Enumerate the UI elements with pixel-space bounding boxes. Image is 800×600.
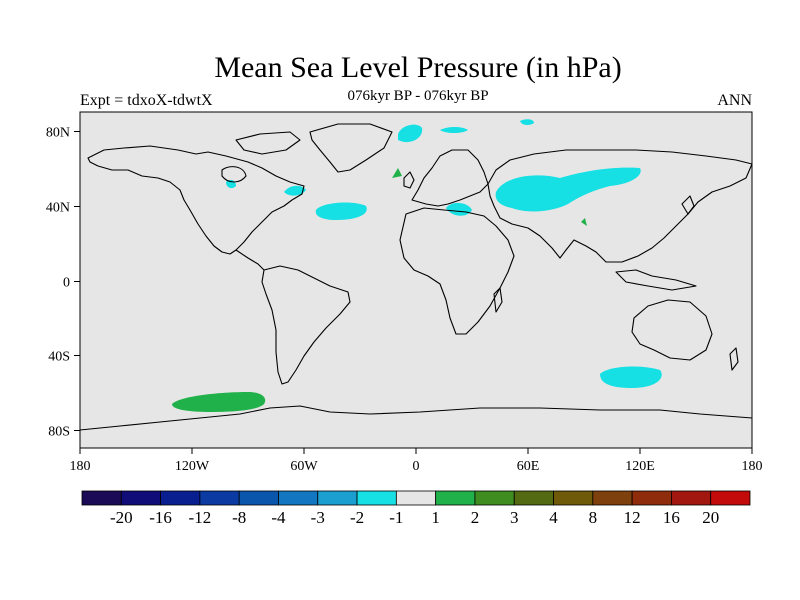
colorbar-label: 8: [589, 508, 598, 527]
colorbar-swatch: [160, 490, 201, 506]
colorbar-swatch: [238, 490, 279, 506]
colorbar-swatch: [317, 490, 358, 506]
colorbar-label: 12: [624, 508, 641, 527]
coast-japan: [681, 195, 695, 215]
colorbar-label: -3: [311, 508, 325, 527]
colorbar-swatch: [592, 490, 633, 506]
coast-canadian-arctic: [235, 131, 301, 155]
lat-tick-label: 80N: [46, 126, 70, 141]
lon-tick-label: 180: [742, 459, 763, 474]
colorbar-swatch: [278, 490, 319, 506]
coast-uk: [403, 171, 415, 189]
map-ocean-background: [80, 112, 752, 448]
coast-madagascar: [493, 287, 503, 313]
colorbar-label: -12: [189, 508, 212, 527]
coast-asia: [487, 149, 753, 263]
anomaly-patch-arctic-east: [520, 119, 534, 126]
coast-greenland: [309, 123, 393, 173]
anomaly-patch-north-atlantic: [315, 202, 367, 220]
anomaly-patch-central-asia: [495, 167, 641, 212]
lat-tick-label: 40N: [46, 201, 70, 216]
lon-tick-label: 180: [70, 459, 91, 474]
anomaly-patch-arctic: [398, 124, 423, 143]
coast-hudson-bay: [221, 166, 247, 183]
colorbar-label: 4: [549, 508, 558, 527]
anomaly-patch-iceland: [392, 168, 402, 178]
colorbar-label: -4: [271, 508, 286, 527]
anomaly-patch-arctic-small: [440, 127, 468, 133]
colorbar-label: 2: [471, 508, 480, 527]
lon-tick-label: 0: [413, 459, 420, 474]
coast-africa: [399, 207, 515, 335]
lon-tick-label: 120E: [625, 459, 655, 474]
lat-tick-label: 40S: [48, 350, 70, 365]
lon-tick-label: 60W: [290, 459, 318, 474]
map-title: Mean Sea Level Pressure (in hPa): [214, 51, 622, 84]
anomaly-patches: [172, 119, 662, 412]
colorbar-label: 1: [431, 508, 440, 527]
colorbar-label: -2: [350, 508, 364, 527]
coast-europe: [411, 149, 489, 207]
coast-indonesia: [615, 269, 697, 291]
coast-australia: [631, 299, 713, 361]
colorbar-swatch: [120, 490, 161, 506]
colorbar-label: -1: [389, 508, 403, 527]
colorbar-label: 20: [702, 508, 719, 527]
colorbar-swatch: [553, 490, 594, 506]
coast-south-america: [261, 265, 351, 385]
colorbar-label: -16: [149, 508, 172, 527]
map-axis-ticks: 180 120W 60W 0 60E 120E 180 80N 40N 0 40S 80S: [46, 126, 763, 475]
lon-tick-label: 60E: [517, 459, 540, 474]
anomaly-patch-tibet: [581, 218, 587, 226]
anomaly-patch-newfoundland: [284, 185, 306, 196]
lon-tick-label: 120W: [175, 459, 210, 474]
coast-antarctica: [79, 405, 753, 431]
anomaly-patch-mediterranean: [446, 202, 472, 216]
colorbar-swatch: [81, 490, 122, 506]
colorbar-swatch: [395, 490, 437, 506]
coast-central-america: [235, 249, 265, 271]
map-subtitle: 076kyr BP - 076kyr BP: [347, 88, 489, 104]
experiment-label: Expt = tdxoX-tdwtX: [80, 92, 213, 109]
colorbar-swatch: [435, 490, 476, 506]
colorbar: -20 -16 -12 -8 -4 -3 -2 -1 1 2 3 4 8 12 16 20: [81, 490, 751, 527]
colorbar-swatch: [631, 490, 672, 506]
coast-new-zealand: [729, 347, 739, 371]
colorbar-label: -20: [110, 508, 133, 527]
coastlines: [79, 123, 753, 431]
coast-north-america: [87, 145, 305, 255]
colorbar-swatch: [199, 490, 240, 506]
lat-tick-label: 80S: [48, 425, 70, 440]
colorbar-swatch: [513, 490, 554, 506]
colorbar-swatch: [710, 490, 751, 506]
colorbar-label: 16: [663, 508, 680, 527]
colorbar-swatch: [474, 490, 515, 506]
lat-tick-label: 0: [63, 276, 70, 291]
colorbar-label: -8: [232, 508, 246, 527]
anomaly-patch-amundsen-sea: [172, 392, 266, 412]
season-label: ANN: [717, 92, 752, 109]
colorbar-swatch: [671, 490, 712, 506]
anomaly-patch-southern-ocean: [600, 366, 662, 388]
colorbar-label: 3: [510, 508, 519, 527]
colorbar-swatch: [356, 490, 397, 506]
